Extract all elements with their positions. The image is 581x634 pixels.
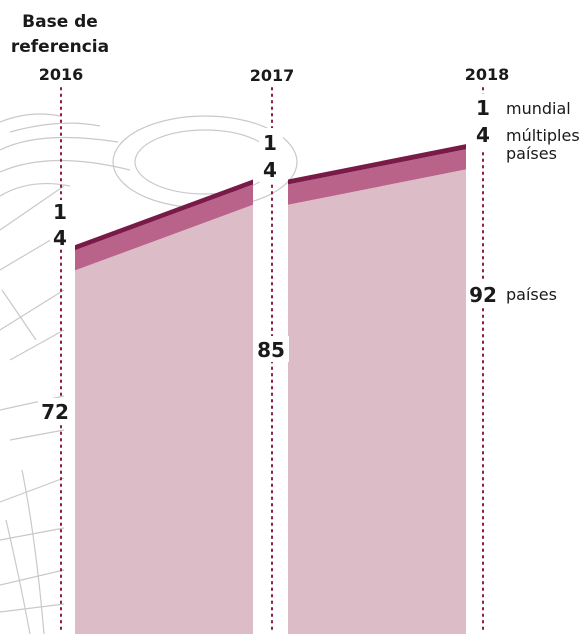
value-label-multiples-2016: 4	[53, 226, 67, 250]
area-multiples-2017-2018	[288, 149, 466, 205]
value-label-paises-2017: 85	[257, 338, 285, 362]
value-label-mundial-2017: 1	[263, 131, 277, 155]
area-multiples-2016-2017	[75, 184, 253, 271]
series-label-mundial: mundial	[506, 99, 571, 118]
year-label-2016: 2016	[39, 65, 84, 84]
value-label-multiples-2018: 4	[476, 123, 490, 147]
series-label-paises: países	[506, 285, 557, 304]
value-label-mundial-2016: 1	[53, 200, 67, 224]
baseline-label-line2: referencia	[11, 37, 109, 57]
year-label-2017: 2017	[250, 66, 295, 85]
year-label-2018: 2018	[465, 65, 510, 84]
baseline-label-line1: Base de	[22, 12, 98, 32]
value-label-paises-2016: 72	[41, 400, 69, 424]
area-mundial-2016-2017	[75, 179, 253, 251]
area-paises-2016-2017	[75, 204, 253, 634]
value-label-multiples-2017: 4	[263, 158, 277, 182]
area-layers	[75, 144, 466, 634]
area-paises-2017-2018	[288, 169, 466, 634]
series-label-multiples-line2: países	[506, 144, 557, 163]
series-label-multiples-line1: múltiples	[506, 126, 580, 145]
area-mundial-2017-2018	[288, 144, 466, 185]
value-label-paises-2018: 92	[469, 283, 497, 307]
value-label-mundial-2018: 1	[476, 96, 490, 120]
